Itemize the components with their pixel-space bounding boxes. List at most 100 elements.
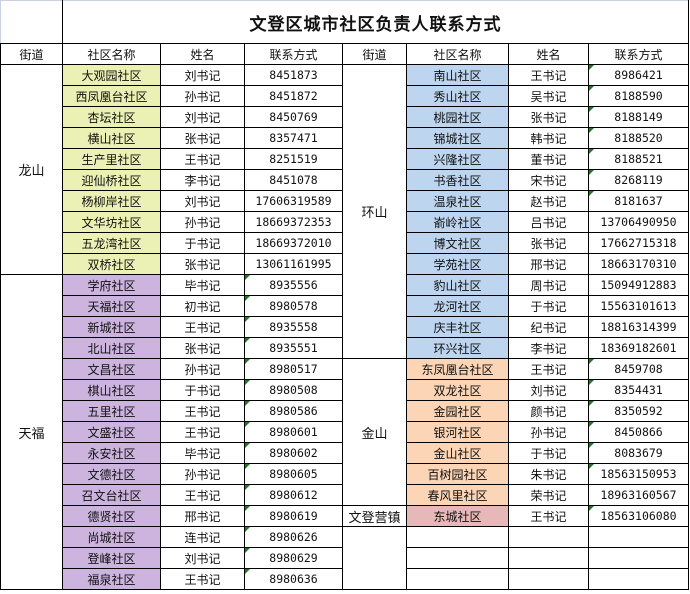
community-name-cell[interactable]: 秀山社区 [406,85,509,107]
phone-cell[interactable]: 8188590 [588,85,689,107]
phone-cell[interactable]: 8935558 [244,316,343,338]
community-name-cell[interactable]: 召文台社区 [62,484,161,506]
person-name-cell[interactable]: 纪书记 [508,316,589,338]
street-cell[interactable]: 文登营镇 [342,505,407,527]
phone-cell[interactable]: 18663170310 [588,253,689,275]
blank-cell[interactable] [0,0,63,44]
person-name-cell[interactable]: 李书记 [508,337,589,359]
phone-cell[interactable]: 17606319589 [244,190,343,212]
community-name-cell[interactable]: 生产里社区 [62,148,161,170]
community-name-cell[interactable]: 学府社区 [62,274,161,296]
person-name-cell[interactable]: 宋书记 [508,169,589,191]
phone-cell[interactable]: 8980612 [244,484,343,506]
community-name-cell[interactable]: 文昌社区 [62,358,161,380]
phone-cell[interactable]: 8459708 [588,358,689,380]
phone-cell[interactable]: 13061161995 [244,253,343,275]
phone-cell[interactable] [588,526,689,548]
phone-cell[interactable]: 18563106080 [588,505,689,527]
phone-cell[interactable]: 18369182601 [588,337,689,359]
phone-cell[interactable]: 8450866 [588,421,689,443]
person-name-cell[interactable]: 赵书记 [508,190,589,212]
phone-cell[interactable]: 8980636 [244,568,343,590]
person-name-cell[interactable]: 刘书记 [160,190,245,212]
community-name-cell[interactable]: 五龙湾社区 [62,232,161,254]
person-name-cell[interactable]: 颜书记 [508,400,589,422]
phone-cell[interactable]: 8357471 [244,127,343,149]
person-name-cell[interactable]: 张书记 [160,253,245,275]
phone-cell[interactable]: 15563101613 [588,295,689,317]
phone-cell[interactable]: 8980602 [244,442,343,464]
person-name-cell[interactable]: 刘书记 [160,64,245,86]
person-name-cell[interactable]: 王书记 [160,484,245,506]
community-name-cell[interactable]: 书香社区 [406,169,509,191]
person-name-cell[interactable]: 王书记 [160,316,245,338]
column-header[interactable]: 联系方式 [588,43,689,65]
street-cell[interactable]: 天福 [0,274,63,590]
person-name-cell[interactable]: 荣书记 [508,484,589,506]
phone-cell[interactable]: 8986421 [588,64,689,86]
sheet-title[interactable]: 文登区城市社区负责人联系方式 [62,0,689,44]
community-name-cell[interactable]: 德贤社区 [62,505,161,527]
phone-cell[interactable]: 8980601 [244,421,343,443]
community-name-cell[interactable]: 双龙社区 [406,379,509,401]
phone-cell[interactable]: 18669372010 [244,232,343,254]
phone-cell[interactable]: 8188520 [588,127,689,149]
person-name-cell[interactable]: 刘书记 [508,379,589,401]
community-name-cell[interactable]: 学苑社区 [406,253,509,275]
person-name-cell[interactable]: 王书记 [160,148,245,170]
column-header[interactable]: 姓名 [160,43,245,65]
community-name-cell[interactable]: 双桥社区 [62,253,161,275]
person-name-cell[interactable]: 于书记 [508,442,589,464]
community-name-cell[interactable]: 桃园社区 [406,106,509,128]
person-name-cell[interactable]: 孙书记 [508,421,589,443]
column-header[interactable]: 社区名称 [62,43,161,65]
person-name-cell[interactable]: 于书记 [508,295,589,317]
street-cell[interactable] [342,526,407,590]
community-name-cell[interactable]: 文盛社区 [62,421,161,443]
phone-cell[interactable]: 8980586 [244,400,343,422]
phone-cell[interactable]: 8188521 [588,148,689,170]
person-name-cell[interactable] [508,568,589,590]
person-name-cell[interactable]: 毕书记 [160,442,245,464]
person-name-cell[interactable]: 王书记 [508,358,589,380]
community-name-cell[interactable]: 龙河社区 [406,295,509,317]
person-name-cell[interactable]: 张书记 [508,232,589,254]
community-name-cell[interactable] [406,526,509,548]
community-name-cell[interactable]: 北山社区 [62,337,161,359]
column-header[interactable]: 姓名 [508,43,589,65]
person-name-cell[interactable]: 张书记 [508,106,589,128]
community-name-cell[interactable]: 尚城社区 [62,526,161,548]
community-name-cell[interactable]: 五里社区 [62,400,161,422]
phone-cell[interactable] [588,568,689,590]
phone-cell[interactable]: 8980619 [244,505,343,527]
phone-cell[interactable]: 8188149 [588,106,689,128]
phone-cell[interactable]: 8450769 [244,106,343,128]
person-name-cell[interactable]: 周书记 [508,274,589,296]
phone-cell[interactable]: 18669372353 [244,211,343,233]
person-name-cell[interactable]: 吴书记 [508,85,589,107]
person-name-cell[interactable]: 于书记 [160,232,245,254]
person-name-cell[interactable]: 刘书记 [160,106,245,128]
community-name-cell[interactable]: 金园社区 [406,400,509,422]
phone-cell[interactable]: 18816314399 [588,316,689,338]
person-name-cell[interactable]: 邢书记 [508,253,589,275]
person-name-cell[interactable]: 吕书记 [508,211,589,233]
community-name-cell[interactable]: 棋山社区 [62,379,161,401]
phone-cell[interactable]: 8451873 [244,64,343,86]
phone-cell[interactable]: 8980626 [244,526,343,548]
person-name-cell[interactable]: 董书记 [508,148,589,170]
phone-cell[interactable]: 8935551 [244,337,343,359]
community-name-cell[interactable]: 杏坛社区 [62,106,161,128]
phone-cell[interactable]: 8980508 [244,379,343,401]
community-name-cell[interactable]: 金山社区 [406,442,509,464]
community-name-cell[interactable]: 杨柳岸社区 [62,190,161,212]
phone-cell[interactable]: 8980629 [244,547,343,569]
person-name-cell[interactable]: 孙书记 [160,358,245,380]
community-name-cell[interactable]: 文华坊社区 [62,211,161,233]
person-name-cell[interactable]: 刘书记 [160,547,245,569]
person-name-cell[interactable]: 李书记 [160,169,245,191]
phone-cell[interactable]: 8083679 [588,442,689,464]
community-name-cell[interactable]: 东城社区 [406,505,509,527]
phone-cell[interactable]: 13706490950 [588,211,689,233]
person-name-cell[interactable]: 孙书记 [160,463,245,485]
